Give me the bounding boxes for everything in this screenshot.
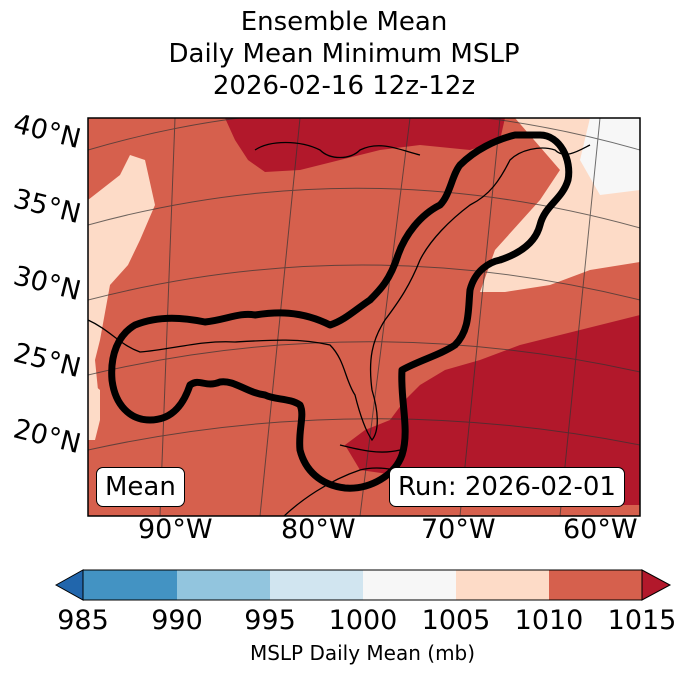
title-line-3: 2026-02-16 12z-12z [212, 71, 476, 101]
colorbar-bin-1000-1005 [363, 570, 456, 600]
lon-label-60w: 60°W [563, 514, 638, 545]
colorbar [54, 569, 672, 601]
lon-label-70w: 70°W [421, 514, 496, 545]
colorbar-tick-1000: 1000 [328, 605, 398, 636]
colorbar-extend-min [54, 569, 84, 601]
colorbar-tick-990: 990 [151, 605, 203, 636]
field-1000-1005-west [88, 155, 155, 400]
colorbar-bin-1005-1010 [456, 570, 549, 600]
colorbar-bin-1010-1015 [549, 570, 642, 600]
colorbar-tick-1015: 1015 [607, 605, 677, 636]
run-date-box: Run: 2026-02-01 [389, 467, 625, 507]
colorbar-frame [82, 569, 643, 601]
title-line-2: Daily Mean Minimum MSLP [168, 39, 520, 69]
title-line-1: Ensemble Mean [240, 7, 448, 37]
field-1000-1005-southwest [88, 380, 100, 440]
colorbar-tick-985: 985 [57, 605, 109, 636]
field-995-1000-northeast [580, 118, 640, 195]
mean-label-box: Mean [96, 467, 185, 507]
field-1015-north [225, 118, 505, 172]
ensemble-contour [108, 131, 573, 492]
colorbar-tick-1010: 1010 [514, 605, 584, 636]
colorbar-extend-max [641, 569, 672, 601]
map-frame [87, 117, 641, 517]
lon-label-80w: 80°W [281, 514, 356, 545]
colorbar-tick-995: 995 [244, 605, 296, 636]
graticule [88, 118, 640, 516]
colorbar-bin-995-1000 [270, 570, 363, 600]
colorbar-bin-990-995 [177, 570, 270, 600]
colorbar-label: MSLP Daily Mean (mb) [249, 641, 476, 665]
colorbar-bin-985-990 [83, 570, 177, 600]
lon-label-90w: 90°W [138, 514, 213, 545]
colorbar-tick-1005: 1005 [421, 605, 491, 636]
